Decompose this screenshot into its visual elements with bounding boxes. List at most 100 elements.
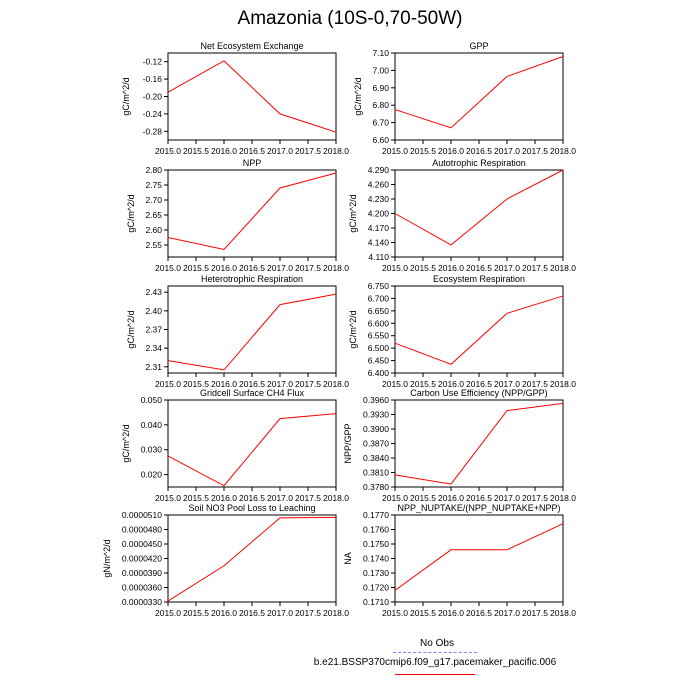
y-tick-label: 6.70 (372, 118, 389, 128)
data-series-line (394, 169, 564, 246)
panel-title: GPP (469, 41, 488, 51)
y-axis-label: NA (343, 552, 353, 565)
panel-title: Heterotrophic Respiration (201, 274, 303, 284)
x-tick-label: 2015.0 (382, 493, 408, 503)
y-tick-label: -0.24 (143, 109, 163, 119)
y-tick-label: 6.80 (372, 100, 389, 110)
panel-title: Gridcell Surface CH4 Flux (200, 388, 305, 398)
x-tick-label: 2018.0 (550, 493, 576, 503)
y-axis-label: NPP/GPP (343, 423, 353, 463)
plot-frame (394, 514, 564, 603)
y-tick-label: 0.1720 (363, 583, 389, 593)
x-tick-label: 2017.5 (522, 263, 548, 273)
x-tick-label: 2017.0 (494, 493, 520, 503)
data-series-line (167, 60, 337, 133)
y-axis-label: gC/m^2/d (353, 77, 363, 115)
y-tick-label: 0.0000450 (122, 539, 162, 549)
x-tick-label: 2015.0 (155, 146, 181, 156)
y-tick-label: 0.1760 (363, 525, 389, 535)
x-tick-label: 2016.0 (438, 263, 464, 273)
plot-frame (167, 52, 337, 141)
x-tick-label: 2017.0 (267, 493, 293, 503)
y-tick-label: 6.650 (368, 306, 390, 316)
page-title: Amazonia (10S-0,70-50W) (237, 8, 463, 29)
y-axis-label: gC/m^2/d (126, 310, 136, 348)
y-tick-label: 0.040 (141, 420, 163, 430)
plot-frame (167, 169, 337, 258)
x-tick-label: 2016.5 (466, 493, 492, 503)
y-tick-label: 4.170 (368, 223, 390, 233)
data-series-line (167, 172, 337, 251)
y-tick-label: 0.3960 (363, 395, 389, 405)
y-tick-label: 2.31 (145, 362, 162, 372)
plot-frame (167, 399, 337, 488)
y-tick-label: 0.050 (141, 395, 163, 405)
y-axis-label: gC/m^2/d (348, 310, 358, 348)
y-tick-label: 6.60 (372, 135, 389, 145)
y-tick-label: 0.3780 (363, 482, 389, 492)
panel-title: NPP_NUPTAKE/(NPP_NUPTAKE+NPP) (398, 503, 561, 513)
x-tick-label: 2016.5 (239, 608, 265, 618)
y-tick-label: 7.10 (372, 48, 389, 58)
panel-title: Soil NO3 Pool Loss to Leaching (188, 503, 315, 513)
y-tick-label: 2.40 (145, 306, 162, 316)
plot-frame (394, 52, 564, 141)
x-tick-label: 2017.0 (267, 263, 293, 273)
x-tick-label: 2016.0 (211, 608, 237, 618)
x-tick-label: 2015.5 (183, 493, 209, 503)
x-tick-label: 2017.5 (295, 146, 321, 156)
y-tick-label: 0.0000330 (122, 597, 162, 607)
y-tick-label: 0.1770 (363, 510, 389, 520)
y-tick-label: 0.3930 (363, 410, 389, 420)
y-tick-label: 4.140 (368, 238, 390, 248)
x-tick-label: 2015.0 (155, 379, 181, 389)
y-tick-label: 4.110 (368, 252, 389, 262)
x-tick-label: 2017.0 (494, 146, 520, 156)
x-tick-label: 2017.0 (494, 263, 520, 273)
x-tick-label: 2016.5 (466, 608, 492, 618)
y-tick-label: 2.34 (145, 343, 162, 353)
y-tick-label: 0.3900 (363, 424, 389, 434)
x-tick-label: 2016.5 (239, 146, 265, 156)
x-tick-label: 2018.0 (550, 608, 576, 618)
y-axis-label: gC/m^2/d (121, 77, 131, 115)
y-tick-label: 0.1750 (363, 539, 389, 549)
y-tick-label: 0.0000360 (122, 583, 162, 593)
x-tick-label: 2015.0 (382, 608, 408, 618)
y-tick-label: 2.65 (145, 210, 162, 220)
x-tick-label: 2015.0 (382, 263, 408, 273)
y-tick-label: 4.260 (368, 180, 390, 190)
panel-title: Net Ecosystem Exchange (200, 41, 303, 51)
y-tick-label: 0.0000480 (122, 525, 162, 535)
y-tick-label: 6.750 (368, 281, 390, 291)
data-series-line (394, 402, 564, 485)
x-tick-label: 2016.0 (438, 493, 464, 503)
x-tick-label: 2015.5 (183, 379, 209, 389)
data-series-line (394, 56, 564, 129)
y-tick-label: 0.030 (141, 445, 163, 455)
y-tick-label: 0.1740 (363, 554, 389, 564)
x-tick-label: 2016.0 (438, 379, 464, 389)
y-tick-label: -0.20 (143, 92, 163, 102)
x-tick-label: 2015.0 (155, 263, 181, 273)
legend-case-label: b.e21.BSSP370cmip6.f09_g17.pacemaker_pac… (313, 657, 557, 668)
x-tick-label: 2018.0 (323, 263, 349, 273)
y-tick-label: 2.43 (145, 287, 162, 297)
y-tick-label: 6.600 (368, 318, 390, 328)
x-tick-label: 2018.0 (323, 608, 349, 618)
x-tick-label: 2017.5 (295, 608, 321, 618)
x-tick-label: 2017.0 (267, 146, 293, 156)
y-axis-label: gC/m^2/d (121, 424, 131, 462)
y-tick-label: 0.3810 (363, 468, 389, 478)
y-tick-label: 2.60 (145, 225, 162, 235)
x-tick-label: 2015.0 (155, 493, 181, 503)
legend-case-swatch (395, 674, 475, 675)
y-tick-label: 0.020 (141, 470, 163, 480)
y-tick-label: 0.0000390 (122, 568, 162, 578)
y-tick-label: 2.80 (145, 165, 162, 175)
x-tick-label: 2015.5 (410, 608, 436, 618)
y-tick-label: 2.70 (145, 195, 162, 205)
x-tick-label: 2017.5 (522, 379, 548, 389)
x-tick-label: 2016.0 (211, 379, 237, 389)
